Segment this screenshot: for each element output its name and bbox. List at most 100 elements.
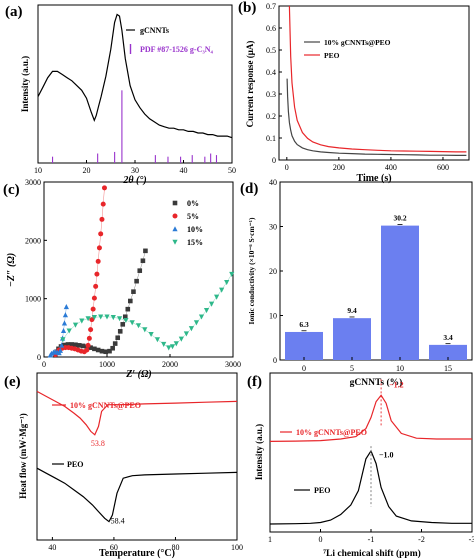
chart_data.4.xticks-xtick-label: 40: [48, 543, 56, 552]
chart_data.2.xticks-xtick-label: 3000: [225, 360, 241, 369]
legend-label-reference: PDF #87-1526 g-C₃N₄: [140, 45, 214, 54]
data-point-5pct: [95, 258, 101, 264]
panel-label-b: (b): [238, 0, 256, 16]
legend-marker-15pct: [172, 239, 178, 245]
data-point-15pct: [193, 320, 200, 326]
data-point-10pct: [60, 327, 67, 334]
panel-d: (d) 6.3 0 9.4 5 30.2 10 3.4 15 0 10 20 30 40 gCNNTs (…: [240, 178, 473, 388]
chart_data.2.yticks-ytick-label: 1000: [25, 295, 41, 304]
legend-label-gcnnts-peo: 10% gCNNTs@PEO: [324, 38, 391, 47]
series-line-gcnnts-peo: [36, 390, 238, 436]
data-point-5pct: [84, 347, 90, 353]
data-point-15pct: [123, 317, 129, 324]
chart_data.1.yticks-ytick-label: 0.4: [266, 68, 276, 77]
peak-annotation-peo: −1.0: [379, 450, 394, 459]
data-point-15pct: [224, 280, 230, 286]
data-point-0pct: [131, 289, 136, 294]
data-point-5pct: [93, 283, 99, 289]
data-point-15pct: [60, 337, 66, 343]
x-axis-label-c: Z′ (Ω): [125, 369, 152, 380]
data-label-15: 3.4: [443, 333, 453, 342]
data-point-0pct: [125, 306, 131, 312]
x-tick-label-15: 15: [444, 364, 452, 373]
y-axis-label-d: Ionic conductivity (×10⁻⁶ S·cm⁻¹): [247, 217, 256, 324]
plot-area-e: 40 60 80 100 10% gCNNTs@PEO PEO 53.8 58.4 Temper…: [18, 372, 243, 559]
panel-a: (a) 10 20 30 40 50 gCNNTs PDF #87-1526 g-C₃N₄ 2…: [5, 4, 236, 186]
data-point-15pct: [208, 301, 215, 307]
data-point-15pct: [178, 336, 184, 342]
data-point-15pct: [98, 314, 104, 320]
data-point-0pct: [115, 335, 121, 341]
panel-e: (e) 40 60 80 100 10% gCNNTs@PEO PEO 53.8 58.4 Te…: [4, 372, 243, 559]
series-line-peo: [288, 5, 467, 153]
data-point-5pct: [90, 306, 96, 312]
data-point-0pct: [120, 322, 126, 327]
y-axis-label-f: Intensity (a.u.): [254, 424, 264, 480]
panel-label-a: (a): [5, 4, 23, 20]
plot-frame-b: [278, 5, 470, 161]
panel-label-e: (e): [4, 374, 21, 390]
series-line-gcnnts: [37, 13, 233, 139]
legend-marker-0pct: [172, 200, 178, 206]
x-axis-label-b: Time (s): [356, 173, 391, 184]
legend-label-5pct: 5%: [187, 212, 199, 221]
peak-annotation-gcnnts-peo: −1.2: [389, 380, 404, 389]
chart_data.4.xticks-xtick-label: 60: [110, 543, 118, 552]
y-axis-label-b: Current response (μA): [245, 41, 255, 128]
legend-label-0pct: 0%: [187, 199, 199, 208]
data-point-15pct: [188, 326, 195, 332]
data-point-0pct: [117, 329, 123, 334]
chart_data.5.xticks-xtick-label: -2: [418, 535, 425, 544]
y-axis-label-a: Intensity (a.u.): [20, 56, 30, 112]
data-point-5pct: [96, 245, 102, 251]
data-point-15pct: [198, 314, 205, 320]
legend-marker-5pct: [172, 213, 178, 219]
data-point-5pct: [98, 231, 104, 237]
series-line-gcnnts-peo: [269, 394, 472, 442]
chart_data.4.xticks-xtick-label: 100: [231, 543, 243, 552]
chart_data.5.xticks-xtick-label: -3: [469, 535, 474, 544]
data-point-0pct: [140, 258, 146, 264]
x-tick-label-0: 0: [302, 364, 306, 373]
data-point-15pct: [135, 323, 142, 329]
bar-0: [285, 331, 323, 360]
panel-b: (b) 0 200 400 600 0 0.1 0.2 0.3 0.4 0.5 0.6 0.7 10% …: [238, 0, 470, 184]
data-point-15pct: [154, 337, 160, 343]
data-point-0pct: [80, 343, 86, 349]
chart_data.2.yticks-ytick-label: 0: [37, 353, 41, 362]
data-point-15pct: [110, 315, 116, 321]
plot-frame-c: [43, 181, 234, 358]
chart_data.1.yticks-ytick-label: 0.5: [266, 46, 276, 55]
panel-label-f: (f): [247, 374, 262, 390]
data-point-5pct: [94, 271, 100, 277]
legend-label-gcnnts-peo: 10% gCNNTs@PEO: [70, 401, 141, 410]
data-point-0pct: [112, 341, 118, 346]
chart_data.1.xticks-xtick-label: 400: [385, 163, 397, 172]
chart_data.1.yticks-ytick-label: 0: [272, 156, 276, 165]
legend-label-gcnnts: gCNNTs: [140, 26, 169, 35]
bar-5: [333, 318, 371, 360]
data-point-15pct: [173, 341, 179, 347]
series-line-peo: [269, 449, 472, 525]
chart_data.3.yticks-ytick-label: 30: [269, 223, 277, 232]
legend-marker-10pct: [172, 226, 178, 232]
data-point-0pct: [73, 342, 78, 348]
data-point-15pct: [229, 271, 235, 277]
data-point-0pct: [137, 268, 143, 273]
plot-frame-a: [37, 4, 233, 164]
data-point-0pct: [95, 347, 101, 353]
data-point-0pct: [134, 278, 139, 284]
data-point-0pct: [88, 345, 93, 350]
panel-f: (f) 1 0 -1 -2 -3 10% gCNNTs@PEO PEO −1.2 −1.0 ⁷Li…: [247, 372, 474, 559]
data-label-0: 6.3: [299, 320, 309, 329]
data-point-15pct: [72, 322, 79, 328]
chart_data.1.yticks-ytick-label: 0.2: [266, 112, 276, 121]
chart_data.4.xticks-xtick-label: 80: [171, 543, 179, 552]
data-point-0pct: [103, 349, 109, 355]
chart_data.1.yticks-ytick-label: 0.3: [266, 90, 276, 99]
panel-label-d: (d): [240, 181, 258, 197]
y-axis-label-e: Heat flow (mW·Mg⁻¹): [18, 413, 28, 498]
x-tick-label-10: 10: [396, 364, 404, 373]
data-point-5pct: [99, 216, 105, 222]
